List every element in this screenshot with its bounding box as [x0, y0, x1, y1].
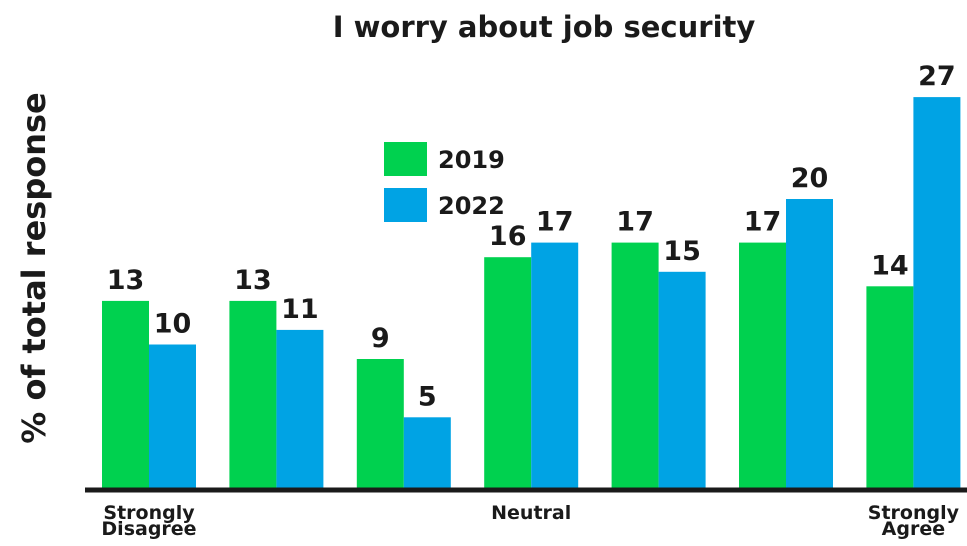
value-label-2022-5: 15 — [663, 236, 701, 267]
bar-2022-4 — [531, 242, 579, 490]
value-label-2022-7: 27 — [918, 61, 956, 92]
legend-label-2022: 2022 — [438, 192, 505, 220]
value-label-2019-2: 13 — [234, 265, 272, 296]
legend-label-2019: 2019 — [438, 146, 505, 174]
value-label-2019-6: 17 — [744, 207, 782, 238]
bar-2022-3 — [403, 417, 451, 491]
x-tick-labels-group: Strongly Disagree Neutral Strongly Agree — [101, 502, 959, 540]
bar-2019-2 — [229, 300, 277, 491]
chart-title: I worry about job security — [333, 10, 756, 44]
legend: 2019 2022 — [384, 142, 505, 222]
bar-2019-4 — [484, 257, 532, 490]
x-tick-label: Strongly Disagree — [101, 502, 196, 540]
bar-2022-1 — [149, 344, 196, 490]
value-label-2022-1: 10 — [154, 309, 192, 340]
value-label-2019-3: 9 — [371, 323, 390, 354]
value-label-2022-3: 5 — [418, 381, 437, 412]
x-tick-label: Strongly Agree — [868, 502, 960, 540]
value-label-2022-4: 17 — [536, 207, 574, 238]
value-label-2019-5: 17 — [616, 207, 654, 238]
value-label-2019-4: 16 — [489, 221, 527, 252]
x-tick-label: Neutral — [491, 502, 571, 524]
bar-2019-1 — [102, 300, 149, 491]
bar-2022-7 — [913, 97, 961, 490]
value-labels-group: 13 13 9 16 17 17 14 10 11 5 17 15 20 27 — [107, 61, 956, 412]
bar-2022-6 — [786, 199, 833, 490]
legend-swatch-2022 — [384, 188, 427, 222]
value-label-2019-1: 13 — [107, 265, 145, 296]
bar-2019-6 — [739, 242, 786, 490]
bar-2022-5 — [658, 271, 706, 491]
value-label-2019-7: 14 — [871, 250, 909, 281]
bar-2022-2 — [276, 329, 324, 490]
bar-2019-3 — [356, 359, 404, 490]
y-axis-label: % of total response — [15, 92, 53, 443]
legend-swatch-2019 — [384, 142, 427, 176]
bar-2019-5 — [611, 242, 659, 490]
bars-group — [102, 97, 961, 491]
bar-2019-7 — [866, 286, 914, 490]
value-label-2022-2: 11 — [281, 294, 319, 325]
value-label-2022-6: 20 — [791, 163, 829, 194]
